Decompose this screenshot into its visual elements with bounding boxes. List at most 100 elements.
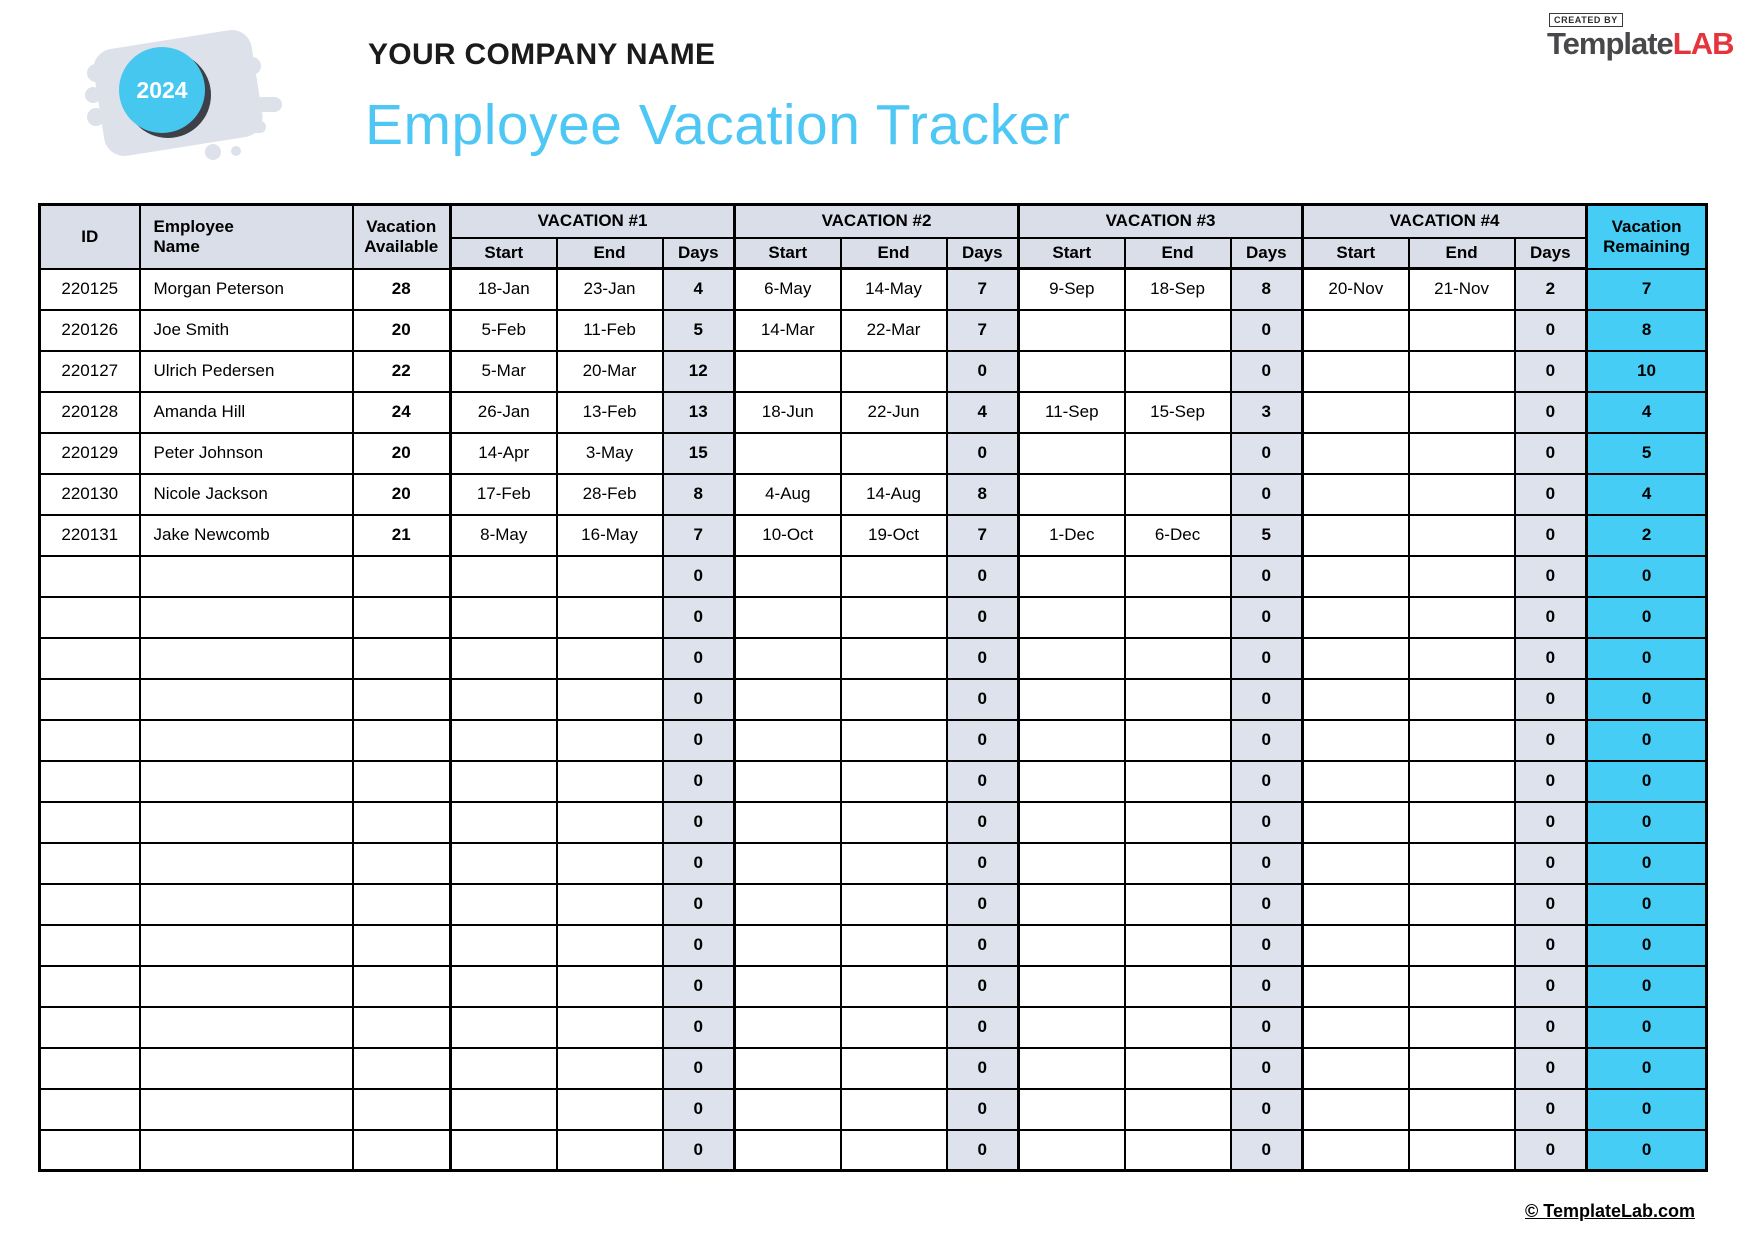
cell-vacation-1-days: 0 [661, 636, 736, 680]
col-header-end: End [839, 236, 948, 270]
cell-vacation-2-start [733, 1046, 842, 1090]
cell-vacation-1-start [449, 964, 558, 1008]
logo-created-by-label: CREATED BY [1549, 13, 1623, 27]
cell-vacation-available: 24 [351, 390, 452, 434]
cell-vacation-4-start [1301, 636, 1410, 680]
cell-vacation-4-start [1301, 841, 1410, 885]
cell-vacation-1-start [449, 554, 558, 598]
cell-vacation-1-days: 5 [661, 308, 736, 352]
cell-vacation-2-start [733, 349, 842, 393]
cell-vacation-2-start [733, 964, 842, 1008]
cell-vacation-available: 21 [351, 513, 452, 557]
cell-vacation-1-end [555, 595, 664, 639]
cell-vacation-2-start [733, 1005, 842, 1049]
cell-vacation-4-end [1407, 800, 1516, 844]
col-header-start: Start [1301, 236, 1410, 270]
cell-vacation-1-start: 17-Feb [449, 472, 558, 516]
cell-vacation-available [351, 595, 452, 639]
cell-vacation-2-days: 0 [945, 800, 1020, 844]
cell-vacation-2-end [839, 718, 948, 762]
cell-vacation-2-end: 19-Oct [839, 513, 948, 557]
cell-id: 220127 [38, 349, 141, 393]
cell-vacation-4-start [1301, 390, 1410, 434]
cell-vacation-3-end [1123, 1005, 1232, 1049]
copyright-link[interactable]: © TemplateLab.com [1525, 1201, 1695, 1221]
cell-vacation-4-start [1301, 349, 1410, 393]
cell-vacation-3-days: 0 [1229, 308, 1304, 352]
col-header-days: Days [1229, 236, 1304, 270]
col-header-start: Start [733, 236, 842, 270]
cell-vacation-3-start [1017, 677, 1126, 721]
cell-vacation-4-days: 0 [1513, 923, 1588, 967]
cell-vacation-3-days: 0 [1229, 554, 1304, 598]
cell-vacation-2-days: 7 [945, 308, 1020, 352]
cell-vacation-available: 20 [351, 472, 452, 516]
cell-vacation-4-end [1407, 1005, 1516, 1049]
cell-vacation-3-start [1017, 1128, 1126, 1172]
cell-employee-name [138, 677, 354, 721]
cell-vacation-3-days: 3 [1229, 390, 1304, 434]
cell-vacation-1-end: 20-Mar [555, 349, 664, 393]
cell-vacation-2-days: 7 [945, 267, 1020, 311]
cell-id [38, 636, 141, 680]
cell-employee-name [138, 1005, 354, 1049]
cell-vacation-4-end [1407, 841, 1516, 885]
cell-vacation-1-start [449, 636, 558, 680]
cell-vacation-available [351, 554, 452, 598]
col-header-days: Days [945, 236, 1020, 270]
cell-vacation-4-days: 0 [1513, 718, 1588, 762]
cell-vacation-3-start [1017, 636, 1126, 680]
group-header-vacation-4: VACATION #4 [1301, 203, 1588, 239]
cell-vacation-4-days: 0 [1513, 677, 1588, 721]
cell-employee-name: Peter Johnson [138, 431, 354, 475]
cell-vacation-4-start [1301, 718, 1410, 762]
cell-vacation-2-start [733, 841, 842, 885]
cell-vacation-1-end [555, 554, 664, 598]
cell-employee-name [138, 718, 354, 762]
cell-vacation-1-end [555, 800, 664, 844]
col-header-days: Days [661, 236, 736, 270]
cell-vacation-4-days: 0 [1513, 554, 1588, 598]
cell-vacation-2-end [839, 1128, 948, 1172]
cell-vacation-4-days: 0 [1513, 1128, 1588, 1172]
cell-vacation-2-days: 0 [945, 882, 1020, 926]
cell-vacation-available [351, 1005, 452, 1049]
cell-vacation-4-end [1407, 349, 1516, 393]
cell-vacation-available [351, 964, 452, 1008]
cell-id: 220128 [38, 390, 141, 434]
cell-employee-name [138, 1046, 354, 1090]
cell-vacation-2-days: 0 [945, 1005, 1020, 1049]
cell-vacation-4-days: 0 [1513, 841, 1588, 885]
cell-vacation-4-start [1301, 677, 1410, 721]
cell-vacation-1-days: 13 [661, 390, 736, 434]
cell-vacation-remaining: 0 [1585, 718, 1708, 762]
cell-vacation-4-days: 2 [1513, 267, 1588, 311]
cell-vacation-4-end [1407, 554, 1516, 598]
cell-vacation-4-start [1301, 1005, 1410, 1049]
cell-vacation-4-days: 0 [1513, 1046, 1588, 1090]
cell-vacation-1-start [449, 718, 558, 762]
cell-vacation-1-start [449, 800, 558, 844]
cell-vacation-1-days: 4 [661, 267, 736, 311]
cell-vacation-1-start [449, 1005, 558, 1049]
cell-vacation-3-start [1017, 882, 1126, 926]
cell-vacation-3-end: 18-Sep [1123, 267, 1232, 311]
cell-vacation-1-end: 16-May [555, 513, 664, 557]
cell-id [38, 1128, 141, 1172]
cell-vacation-1-start [449, 841, 558, 885]
cell-vacation-remaining: 8 [1585, 308, 1708, 352]
cell-vacation-1-end: 3-May [555, 431, 664, 475]
cell-vacation-4-days: 0 [1513, 390, 1588, 434]
cell-vacation-3-end [1123, 964, 1232, 1008]
templatelab-logo[interactable]: CREATED BY TemplateLAB [1547, 10, 1735, 61]
cell-vacation-3-start [1017, 964, 1126, 1008]
cell-employee-name: Jake Newcomb [138, 513, 354, 557]
cell-vacation-1-start [449, 595, 558, 639]
cell-vacation-2-start: 4-Aug [733, 472, 842, 516]
cell-vacation-3-days: 0 [1229, 964, 1304, 1008]
cell-vacation-4-days: 0 [1513, 308, 1588, 352]
cell-vacation-2-days: 0 [945, 1128, 1020, 1172]
